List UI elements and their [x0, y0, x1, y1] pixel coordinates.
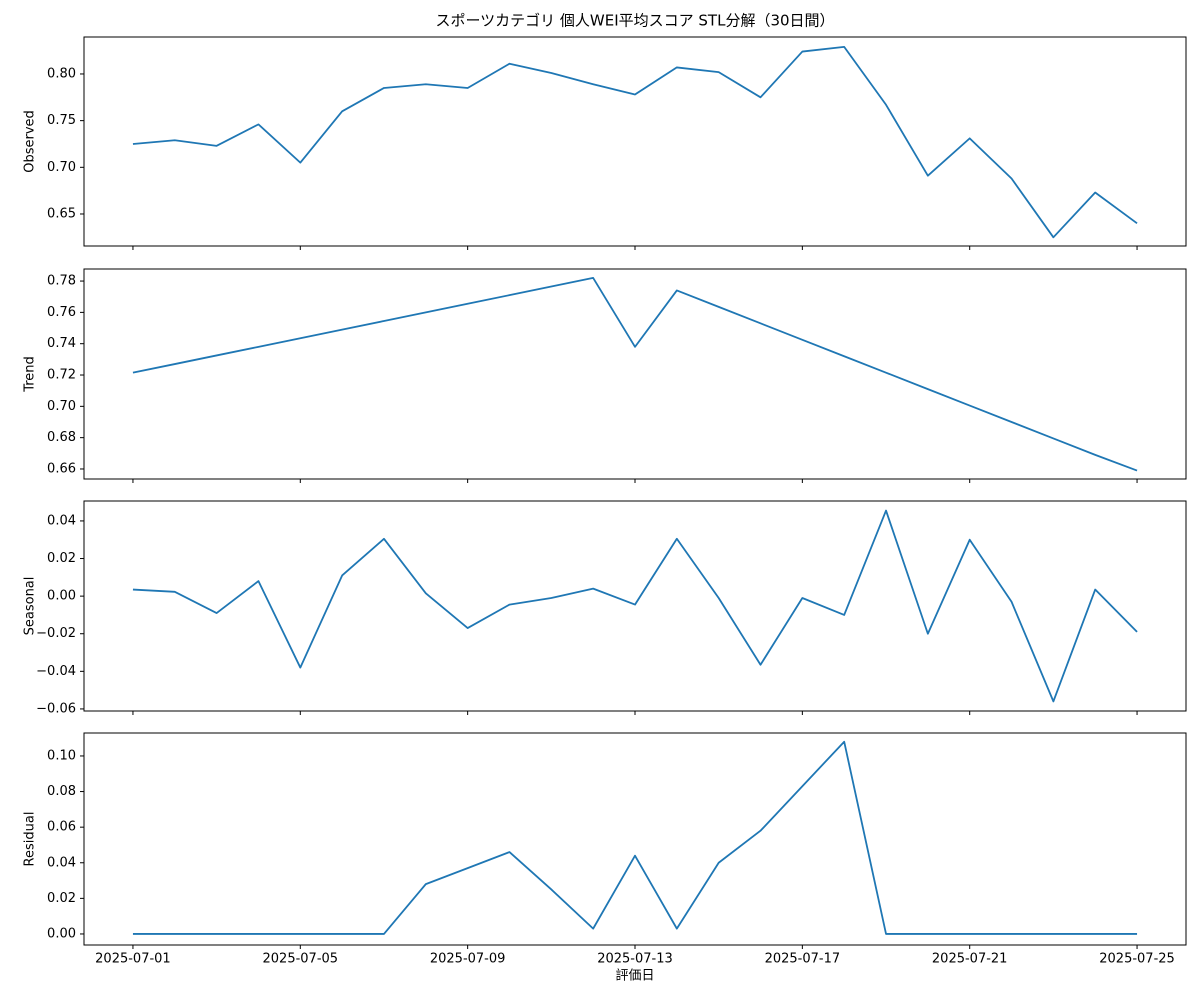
- y-tick-label: 0.04: [47, 855, 76, 870]
- y-tick-label: −0.06: [36, 701, 76, 716]
- x-axis-label: 評価日: [615, 969, 654, 984]
- y-tick-label: 0.02: [47, 551, 76, 566]
- plot-frame: [83, 36, 1187, 247]
- y-tick-label: 0.00: [47, 589, 76, 604]
- y-tick-label: 0.72: [47, 368, 76, 383]
- y-tick-label: 0.08: [47, 784, 76, 799]
- plot-frame: [83, 268, 1187, 480]
- line-series: [132, 740, 1138, 935]
- y-tick-label: 0.68: [47, 430, 76, 445]
- y-tick-label: 0.74: [47, 336, 76, 351]
- y-tick-label: 0.80: [47, 66, 76, 81]
- y-tick-label: 0.04: [47, 513, 76, 528]
- y-tick-label: 0.02: [47, 891, 76, 906]
- chart-title: スポーツカテゴリ 個人WEI平均スコア STL分解（30日間）: [435, 12, 834, 30]
- y-tick-label: 0.00: [47, 926, 76, 941]
- y-axis-label: Seasonal: [23, 577, 38, 636]
- x-tick-label: 2025-07-09: [430, 952, 506, 967]
- y-axis-label: Residual: [23, 812, 38, 867]
- x-tick-label: 2025-07-13: [597, 952, 673, 967]
- y-tick-label: 0.10: [47, 748, 76, 763]
- y-tick-label: 0.70: [47, 160, 76, 175]
- x-tick-label: 2025-07-25: [1099, 952, 1175, 967]
- x-tick-label: 2025-07-05: [263, 952, 339, 967]
- y-tick-label: 0.75: [47, 113, 76, 128]
- y-tick-label: 0.78: [47, 274, 76, 289]
- y-axis-label: Observed: [23, 110, 38, 173]
- x-tick-label: 2025-07-01: [95, 952, 171, 967]
- line-series: [132, 509, 1138, 703]
- y-tick-label: 0.66: [47, 461, 76, 476]
- y-tick-label: −0.04: [36, 664, 76, 679]
- plot-frame: [83, 500, 1187, 712]
- y-tick-label: 0.70: [47, 399, 76, 414]
- plot-frame: [83, 732, 1187, 946]
- y-tick-label: 0.76: [47, 305, 76, 320]
- y-tick-label: −0.02: [36, 626, 76, 641]
- y-tick-label: 0.65: [47, 206, 76, 221]
- line-series: [132, 277, 1138, 472]
- y-tick-label: 0.06: [47, 820, 76, 835]
- y-axis-label: Trend: [23, 356, 38, 393]
- line-series: [132, 45, 1138, 239]
- x-tick-label: 2025-07-17: [765, 952, 841, 967]
- x-tick-label: 2025-07-21: [932, 952, 1008, 967]
